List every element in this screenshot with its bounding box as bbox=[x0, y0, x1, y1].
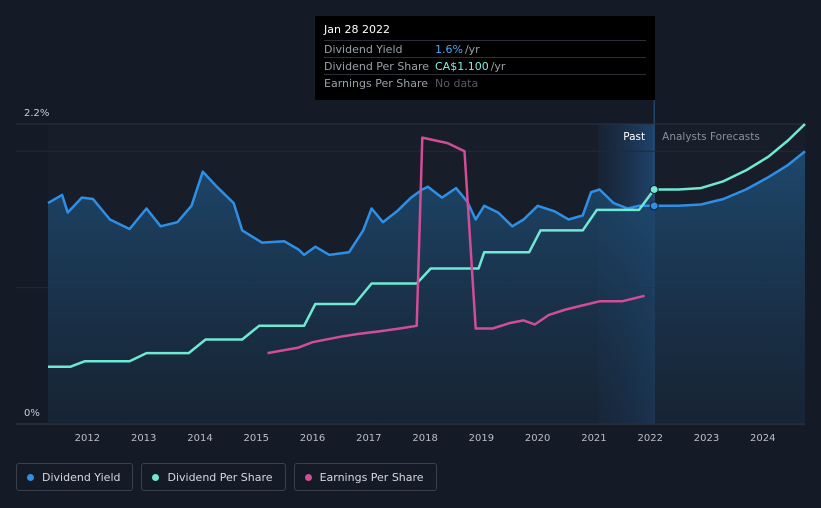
x-tick-label: 2018 bbox=[412, 433, 437, 444]
dividend-per-share-line bbox=[48, 188, 656, 368]
x-tick-label: 2015 bbox=[244, 433, 269, 444]
forecast-label: Analysts Forecasts bbox=[662, 131, 760, 143]
legend-label: Dividend Per Share bbox=[167, 470, 273, 484]
legend-item-dividend-per-share[interactable]: Dividend Per Share bbox=[141, 463, 286, 491]
chart-legend: Dividend Yield Dividend Per Share Earnin… bbox=[16, 463, 437, 491]
earnings-per-share-line bbox=[267, 136, 645, 355]
tooltip-label: Earnings Per Share bbox=[324, 76, 429, 90]
legend-dot-icon bbox=[304, 473, 312, 481]
dividend-yield-area bbox=[48, 151, 805, 425]
chart-labels: 2.2% 0% 2012 2013 2014 2015 2016 2017 2018 2019 20… bbox=[24, 108, 776, 444]
dividend-per-share-forecast-line bbox=[654, 123, 806, 191]
legend-item-earnings-per-share[interactable]: Earnings Per Share bbox=[293, 463, 437, 491]
legend-item-dividend-yield[interactable]: Dividend Yield bbox=[16, 463, 134, 491]
tooltip-label: Dividend Per Share bbox=[324, 59, 430, 73]
tooltip-row-eps: Earnings Per Share No data bbox=[324, 74, 646, 91]
dividend-yield-line bbox=[47, 170, 655, 257]
tooltip-row-yield: Dividend Yield 1.6% /yr bbox=[324, 40, 646, 57]
x-tick-label: 2012 bbox=[75, 433, 100, 444]
tooltip-unit: /yr bbox=[464, 42, 480, 56]
dividend-yield-forecast-line bbox=[654, 150, 806, 208]
legend-label: Dividend Yield bbox=[42, 470, 121, 484]
tooltip-value: 1.6% bbox=[435, 42, 463, 56]
dividend-per-share-marker bbox=[649, 184, 659, 194]
x-tick-label: 2021 bbox=[581, 433, 606, 444]
x-tick-label: 2016 bbox=[300, 433, 325, 444]
x-tick-label: 2019 bbox=[469, 433, 494, 444]
x-tick-label: 2014 bbox=[187, 433, 212, 444]
past-label: Past bbox=[623, 131, 645, 143]
x-tick-label: 2013 bbox=[131, 433, 156, 444]
tooltip-value: No data bbox=[435, 76, 479, 90]
x-tick-label: 2020 bbox=[525, 433, 550, 444]
tooltip-row-dps: Dividend Per Share CA$1.100 /yr bbox=[324, 57, 646, 74]
tooltip-label: Dividend Yield bbox=[324, 42, 403, 56]
chart-areas bbox=[48, 151, 805, 425]
chart-lines bbox=[47, 123, 806, 368]
y-tick-label-bottom: 0% bbox=[24, 408, 40, 419]
y-tick-label-top: 2.2% bbox=[24, 108, 49, 119]
x-tick-label: 2022 bbox=[637, 433, 662, 444]
x-tick-label: 2024 bbox=[750, 433, 775, 444]
dividend-yield-marker bbox=[649, 201, 659, 211]
x-tick-label: 2023 bbox=[694, 433, 719, 444]
legend-dot-icon bbox=[27, 473, 34, 481]
x-tick-label: 2017 bbox=[356, 433, 381, 444]
legend-dot-icon bbox=[152, 473, 160, 481]
tooltip-unit: /yr bbox=[490, 59, 506, 73]
tooltip-value: CA$1.100 bbox=[435, 59, 489, 73]
tooltip-date: Jan 28 2022 bbox=[324, 23, 390, 36]
legend-label: Earnings Per Share bbox=[319, 470, 424, 484]
chart-tooltip: Jan 28 2022 Dividend Yield 1.6% /yr Divi… bbox=[315, 16, 655, 100]
